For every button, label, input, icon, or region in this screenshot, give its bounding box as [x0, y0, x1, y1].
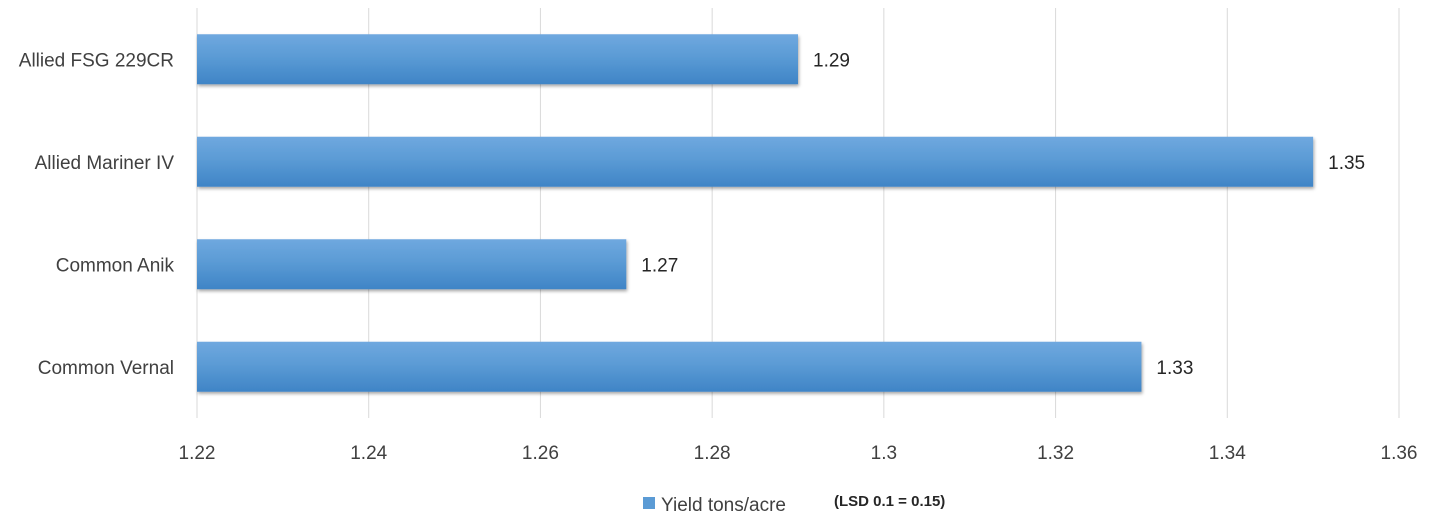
bar	[197, 34, 798, 84]
category-labels: Allied FSG 229CR Allied Mariner IV Common …	[19, 50, 175, 379]
category-label: Common Vernal	[38, 358, 174, 379]
legend: Yield tons/acre (LSD 0.1 = 0.15)	[643, 493, 945, 516]
bar	[197, 137, 1313, 187]
x-tick-label: 1.3	[871, 443, 897, 464]
data-label: 1.35	[1328, 153, 1365, 174]
category-label: Allied FSG 229CR	[19, 50, 174, 71]
x-tick-label: 1.36	[1381, 443, 1418, 464]
legend-label: Yield tons/acre	[661, 495, 786, 516]
bars	[197, 34, 1313, 392]
x-tick-label: 1.22	[179, 443, 216, 464]
data-label: 1.29	[813, 50, 850, 71]
bar	[197, 239, 626, 289]
category-label: Common Anik	[56, 255, 175, 276]
bar	[197, 342, 1141, 392]
x-tick-label: 1.28	[694, 443, 731, 464]
lsd-note: (LSD 0.1 = 0.15)	[834, 493, 945, 510]
category-label: Allied Mariner IV	[35, 153, 175, 174]
data-labels: 1.29 1.35 1.27 1.33	[641, 50, 1365, 379]
x-tick-label: 1.32	[1037, 443, 1074, 464]
x-tick-label: 1.34	[1209, 443, 1246, 464]
x-tick-labels: 1.22 1.24 1.26 1.28 1.3 1.32 1.34 1.36	[179, 443, 1418, 464]
x-tick-label: 1.24	[350, 443, 387, 464]
data-label: 1.27	[641, 255, 678, 276]
legend-swatch	[643, 497, 655, 509]
x-tick-label: 1.26	[522, 443, 559, 464]
data-label: 1.33	[1156, 358, 1193, 379]
